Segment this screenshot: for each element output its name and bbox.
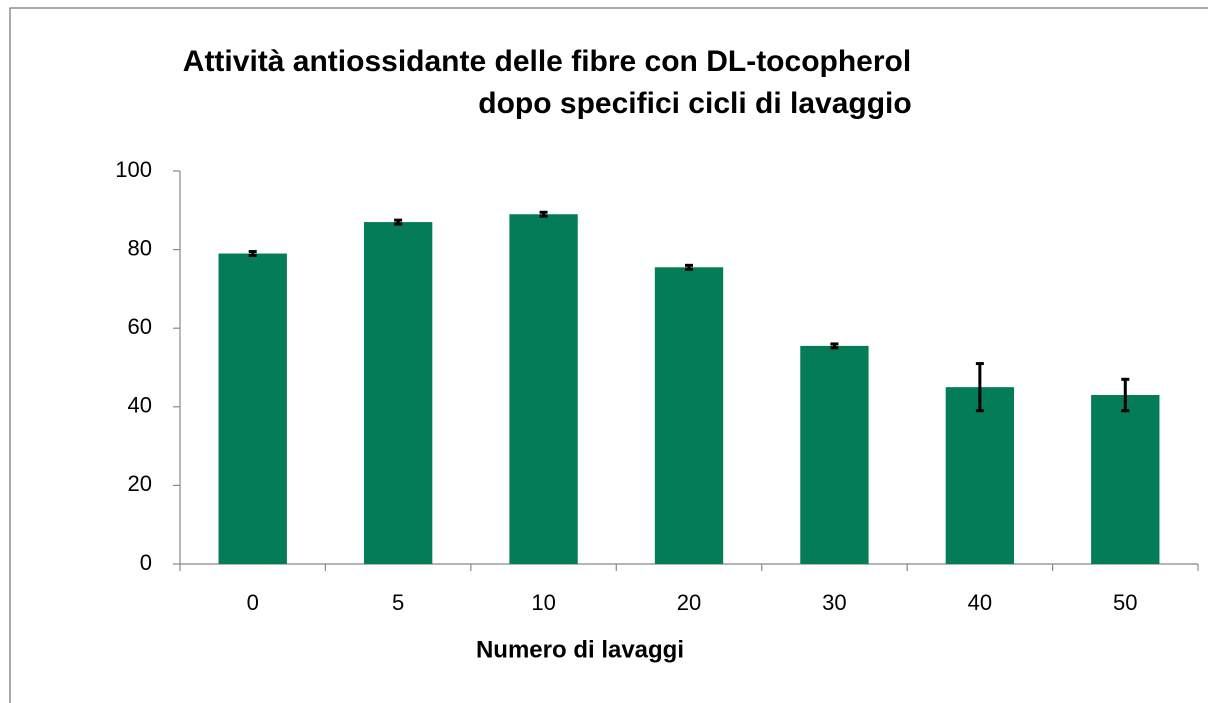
bar <box>945 387 1015 564</box>
bar <box>218 253 287 564</box>
x-tick-label: 40 <box>968 590 992 615</box>
x-tick-label: 5 <box>392 590 404 615</box>
bar <box>800 345 869 564</box>
x-tick-label: 10 <box>531 590 555 615</box>
bar <box>654 267 724 564</box>
chart-title: dopo specifici cicli di lavaggio <box>478 87 911 120</box>
y-tick-label: 80 <box>128 235 152 260</box>
y-tick-label: 0 <box>140 550 152 575</box>
y-tick-label: 20 <box>128 471 152 496</box>
x-tick-label: 0 <box>247 590 259 615</box>
bar <box>1091 395 1160 564</box>
x-tick-label: 20 <box>677 590 701 615</box>
error-bar <box>975 362 984 413</box>
error-bar <box>685 263 693 271</box>
y-tick-label: 100 <box>115 157 152 182</box>
error-bar <box>248 250 257 257</box>
x-tick-label: 30 <box>822 590 846 615</box>
chart-title: Attività antiossidante delle fibre con D… <box>183 45 911 78</box>
x-tick-label: 50 <box>1113 590 1137 615</box>
bar <box>509 214 578 565</box>
x-axis-label: Numero di lavaggi <box>476 636 684 663</box>
error-bar <box>394 218 403 226</box>
error-bar <box>539 210 548 218</box>
y-tick-label: 60 <box>128 314 152 339</box>
y-tick-label: 40 <box>128 393 152 418</box>
frame <box>9 7 1208 703</box>
error-bar <box>1121 377 1130 413</box>
bar <box>363 222 433 564</box>
error-bar <box>830 342 839 350</box>
